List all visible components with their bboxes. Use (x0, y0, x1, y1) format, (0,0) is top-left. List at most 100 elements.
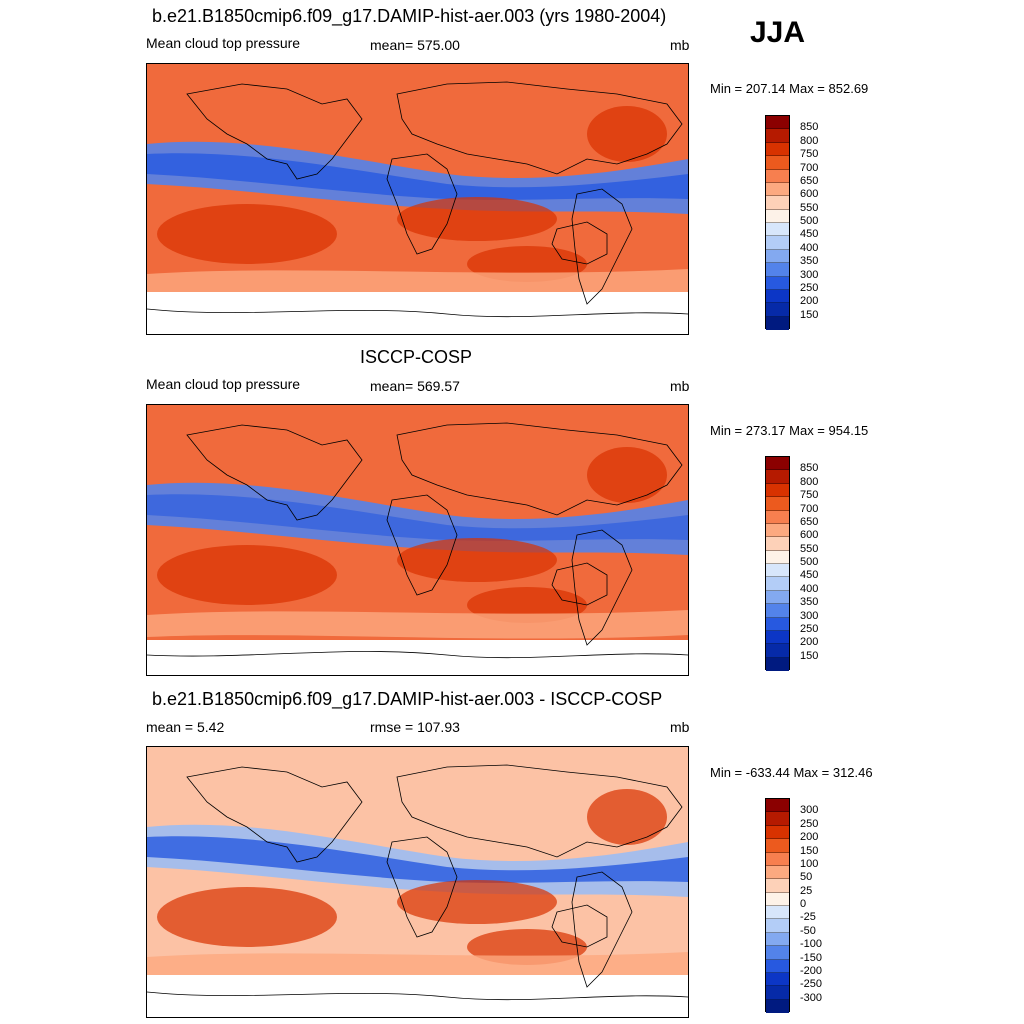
colorbar-box (766, 263, 789, 277)
colorbar-label: 700 (800, 161, 819, 174)
colorbar-label: -300 (800, 991, 823, 1004)
colorbar-box (766, 289, 789, 304)
panel-2-minmax: Min = 273.17 Max = 954.15 (710, 423, 869, 438)
panel-1-title: b.e21.B1850cmip6.f09_g17.DAMIP-hist-aer.… (152, 6, 667, 26)
colorbar-label: 200 (800, 831, 819, 844)
colorbar-box (766, 523, 789, 538)
colorbar-label: -50 (800, 924, 816, 937)
colorbar-label: -200 (800, 964, 823, 977)
colorbar-label: 150 (800, 308, 819, 321)
colorbar-label: -100 (800, 938, 823, 951)
colorbar-box (766, 839, 789, 853)
colorbar-label: 750 (800, 489, 819, 502)
colorbar-box (766, 657, 789, 671)
panel-2-units: mb (670, 378, 690, 394)
colorbar-label: 350 (800, 596, 819, 609)
panel-3-title: b.e21.B1850cmip6.f09_g17.DAMIP-hist-aer.… (152, 689, 663, 709)
colorbar-box (766, 564, 789, 578)
colorbar-box (766, 129, 789, 143)
colorbar-label: 200 (800, 636, 819, 649)
colorbar-label: 600 (800, 188, 819, 201)
colorbar-box (766, 617, 789, 631)
colorbar-label: 0 (800, 898, 807, 910)
colorbar-label: 300 (800, 609, 819, 622)
panel-2-map (146, 404, 689, 676)
colorbar-box (766, 116, 789, 130)
colorbar-box (766, 644, 789, 658)
panel-1-minmax: Min = 207.14 Max = 852.69 (710, 81, 869, 96)
colorbar-box (766, 236, 789, 250)
colorbar-label: 650 (800, 515, 819, 528)
panel-2-colorbar (765, 456, 790, 671)
colorbar-label: 500 (800, 215, 819, 227)
panel-2-title: ISCCP-COSP (360, 347, 473, 367)
colorbar-box (766, 470, 789, 484)
colorbar-label: 550 (800, 542, 819, 555)
colorbar-box (766, 946, 789, 960)
colorbar-box (766, 497, 789, 511)
panel-2-left-label: Mean cloud top pressure (146, 376, 301, 392)
colorbar-label: -25 (800, 911, 816, 924)
colorbar-label: 150 (800, 844, 819, 857)
colorbar-label: 500 (800, 556, 819, 568)
colorbar-label: 250 (800, 622, 819, 635)
colorbar-box (766, 590, 789, 605)
colorbar-box (766, 604, 789, 618)
colorbar-label: 300 (800, 268, 819, 281)
colorbar-label: 800 (800, 475, 819, 488)
colorbar-box (766, 852, 789, 866)
panel-2-mean: mean= 569.57 (370, 378, 460, 394)
colorbar-box (766, 182, 789, 197)
colorbar-box (766, 892, 789, 906)
colorbar-label: 600 (800, 529, 819, 542)
colorbar-box (766, 169, 789, 183)
colorbar-box (766, 932, 789, 947)
colorbar-label: 450 (800, 569, 819, 582)
colorbar-box (766, 825, 789, 840)
colorbar-box (766, 812, 789, 826)
colorbar-box (766, 906, 789, 920)
panel-1-left-label: Mean cloud top pressure (146, 35, 301, 51)
panel-3-minmax: Min = -633.44 Max = 312.46 (710, 765, 873, 780)
panel-1-colorbar (765, 115, 790, 330)
colorbar-box (766, 142, 789, 157)
colorbar-box (766, 959, 789, 973)
colorbar-label: 700 (800, 502, 819, 515)
colorbar-label: 50 (800, 871, 813, 884)
colorbar-box (766, 865, 789, 880)
colorbar-box (766, 483, 789, 498)
colorbar-box (766, 630, 789, 645)
colorbar-label: 800 (800, 134, 819, 147)
panel-3-colorbar (765, 798, 790, 1013)
season-label: JJA (750, 16, 806, 49)
colorbar-box (766, 999, 789, 1013)
colorbar-label: 850 (800, 462, 819, 475)
colorbar-label: 200 (800, 295, 819, 308)
colorbar-box (766, 919, 789, 933)
panel-3-left-label: mean = 5.42 (146, 719, 225, 735)
panel-1-units: mb (670, 37, 690, 53)
colorbar-box (766, 510, 789, 524)
colorbar-box (766, 316, 789, 330)
colorbar-box (766, 879, 789, 893)
colorbar-box (766, 303, 789, 317)
colorbar-label: -150 (800, 951, 823, 964)
colorbar-label: 300 (800, 804, 819, 817)
colorbar-label: 750 (800, 148, 819, 161)
colorbar-label: 450 (800, 228, 819, 241)
colorbar-label: 150 (800, 649, 819, 662)
colorbar-box (766, 550, 789, 564)
colorbar-box (766, 156, 789, 170)
colorbar-label: 850 (800, 121, 819, 134)
colorbar-label: 400 (800, 582, 819, 595)
colorbar-label: 350 (800, 255, 819, 268)
colorbar-box (766, 223, 789, 237)
colorbar-label: 550 (800, 201, 819, 214)
colorbar-box (766, 276, 789, 290)
colorbar-label: 250 (800, 281, 819, 294)
panel-1-map (146, 63, 689, 335)
colorbar-box (766, 986, 789, 1000)
colorbar-label: 650 (800, 174, 819, 187)
panel-3-map (146, 746, 689, 1018)
colorbar-box (766, 249, 789, 264)
